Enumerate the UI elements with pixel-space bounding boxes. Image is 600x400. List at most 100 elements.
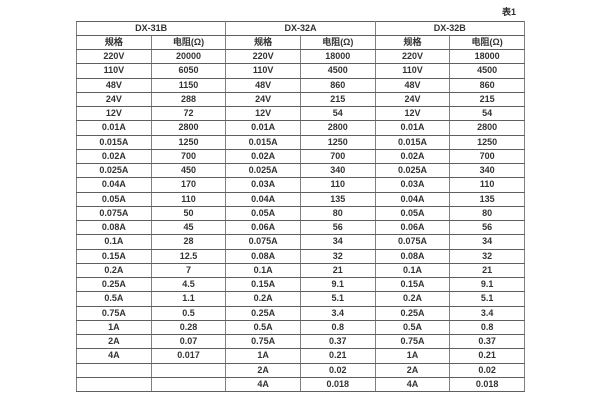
resistance-cell: 1250 [150, 134, 227, 150]
spec-cell: 0.015A [225, 134, 301, 150]
resistance-cell: 0.21 [299, 348, 376, 364]
resistance-cell: 45 [150, 219, 227, 236]
group-header-dx-31b: DX-31B [75, 21, 227, 36]
column-header-row: 规格 电阻(Ω) 规格 电阻(Ω) 规格 电阻(Ω) [76, 35, 525, 50]
spec-cell: 4A [374, 376, 451, 393]
resistance-cell: 0.02 [449, 362, 525, 378]
table-head: DX-31B DX-32A DX-32B 规格 电阻(Ω) 规格 电阻(Ω) 规格 电阻(Ω) [75, 21, 526, 50]
resistance-cell: 54 [449, 105, 525, 122]
resistance-cell [150, 362, 227, 378]
resistance-cell: 170 [150, 177, 227, 193]
resistance-cell: 700 [150, 148, 227, 165]
table-row: 0.25A 4.5 0.15A 9.1 0.15A 9.1 [76, 276, 525, 293]
spec-cell: 0.03A [374, 177, 451, 193]
group-header-row: DX-31B DX-32A DX-32B [75, 21, 526, 36]
spec-cell: 2A [374, 362, 451, 378]
resistance-spec-table: DX-31B DX-32A DX-32B 规格 电阻(Ω) 规格 电阻(Ω) 规格 电阻(Ω) … [75, 21, 526, 393]
spec-cell: 2A [225, 362, 301, 378]
resistance-cell: 1150 [150, 77, 227, 93]
table-row: 48V 1150 48V 860 48V 860 [76, 77, 525, 93]
spec-cell: 12V [374, 105, 451, 122]
spec-cell: 24V [76, 91, 152, 108]
spec-cell: 48V [76, 77, 152, 93]
resistance-column-header: 电阻(Ω) [299, 35, 376, 50]
spec-cell: 48V [374, 77, 451, 93]
table-body: 220V 20000 220V 18000 220V 18000 110V 6050 110V 4… [76, 48, 525, 393]
spec-cell: 0.075A [225, 234, 301, 250]
spec-cell: 0.2A [76, 262, 152, 279]
resistance-cell: 110 [150, 191, 227, 207]
spec-cell: 0.04A [225, 191, 301, 207]
spec-cell: 0.02A [225, 148, 301, 165]
resistance-cell: 18000 [299, 48, 376, 65]
table-row: 2A 0.07 0.75A 0.37 0.75A 0.37 [76, 333, 525, 350]
resistance-cell: 18000 [449, 48, 525, 65]
resistance-cell: 28 [150, 234, 227, 250]
resistance-cell: 0.37 [299, 333, 376, 350]
resistance-cell: 5.1 [299, 291, 376, 307]
resistance-cell: 9.1 [299, 276, 376, 293]
spec-cell: 0.5A [225, 319, 301, 336]
resistance-cell: 340 [299, 162, 376, 179]
resistance-cell: 9.1 [449, 276, 525, 293]
spec-cell: 0.05A [76, 191, 152, 207]
spec-cell: 0.15A [76, 248, 152, 264]
resistance-cell: 56 [449, 219, 525, 236]
spec-cell: 0.5A [76, 291, 152, 307]
spec-cell: 220V [374, 48, 451, 65]
spec-cell: 0.15A [225, 276, 301, 293]
spec-cell: 0.08A [225, 248, 301, 264]
spec-cell: 0.06A [374, 219, 451, 236]
resistance-cell: 110 [299, 177, 376, 193]
resistance-cell: 50 [150, 205, 227, 222]
resistance-cell [150, 376, 227, 393]
table-row: 2A 0.02 2A 0.02 [76, 362, 525, 378]
table-row: 0.15A 12.5 0.08A 32 0.08A 32 [76, 248, 525, 264]
table-row: 0.2A 7 0.1A 21 0.1A 21 [76, 262, 525, 279]
spec-cell: 0.02A [76, 148, 152, 165]
spec-cell: 0.075A [374, 234, 451, 250]
resistance-cell: 34 [299, 234, 376, 250]
spec-cell: 0.08A [76, 219, 152, 236]
spec-cell: 0.75A [225, 333, 301, 350]
resistance-cell: 288 [150, 91, 227, 108]
spec-cell: 0.2A [225, 291, 301, 307]
resistance-cell: 5.1 [449, 291, 525, 307]
resistance-cell: 1250 [299, 134, 376, 150]
resistance-cell: 32 [299, 248, 376, 264]
table-row: 0.1A 28 0.075A 34 0.075A 34 [76, 234, 525, 250]
spec-cell: 0.05A [225, 205, 301, 222]
table-row: 0.075A 50 0.05A 80 0.05A 80 [76, 205, 525, 222]
spec-cell: 0.025A [76, 162, 152, 179]
spec-cell: 0.1A [374, 262, 451, 279]
resistance-cell: 21 [449, 262, 525, 279]
resistance-cell: 0.28 [150, 319, 227, 336]
spec-cell: 220V [76, 48, 152, 65]
spec-cell: 2A [76, 333, 152, 350]
table-row: 1A 0.28 0.5A 0.8 0.5A 0.8 [76, 319, 525, 336]
spec-cell: 12V [76, 105, 152, 122]
table-row: 0.5A 1.1 0.2A 5.1 0.2A 5.1 [76, 291, 525, 307]
resistance-column-header: 电阻(Ω) [150, 35, 227, 50]
resistance-cell: 34 [449, 234, 525, 250]
resistance-cell: 700 [299, 148, 376, 165]
resistance-cell: 0.018 [449, 376, 525, 393]
spec-column-header: 规格 [374, 35, 451, 50]
spec-cell: 4A [225, 376, 301, 393]
spec-cell: 0.75A [374, 333, 451, 350]
resistance-cell: 80 [299, 205, 376, 222]
spec-cell: 0.1A [225, 262, 301, 279]
spec-cell: 1A [374, 348, 451, 364]
resistance-cell: 1.1 [150, 291, 227, 307]
resistance-cell: 860 [449, 77, 525, 93]
table-row: 4A 0.018 4A 0.018 [76, 376, 525, 393]
table-row: 0.05A 110 0.04A 135 0.04A 135 [76, 191, 525, 207]
spec-cell: 0.01A [76, 120, 152, 136]
resistance-cell: 0.8 [449, 319, 525, 336]
table-row: 0.025A 450 0.025A 340 0.025A 340 [76, 162, 525, 179]
table-row: 24V 288 24V 215 24V 215 [76, 91, 525, 108]
resistance-cell: 0.02 [299, 362, 376, 378]
spec-cell: 48V [225, 77, 301, 93]
spec-cell: 0.01A [225, 120, 301, 136]
spec-cell: 0.25A [374, 305, 451, 321]
